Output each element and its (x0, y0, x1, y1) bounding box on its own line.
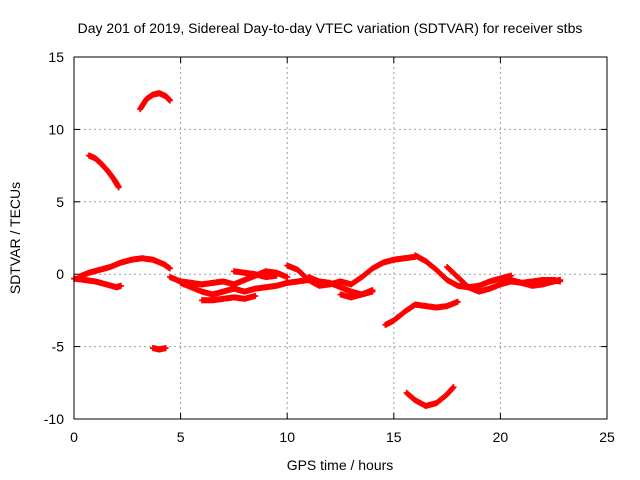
series-arc-10 (284, 253, 419, 289)
data-point (166, 97, 173, 104)
y-tick-labels: -10 -5 0 5 10 15 (44, 49, 64, 427)
data-point (450, 384, 457, 391)
y-tick-label: -5 (52, 339, 65, 355)
data-point (557, 276, 564, 283)
y-tick-label: 5 (56, 194, 64, 210)
series-arc-12 (337, 288, 376, 301)
points-layer (71, 90, 564, 409)
series-arc-7 (177, 276, 312, 298)
data-point (369, 288, 376, 295)
data-point (166, 265, 173, 272)
series-arc-2 (75, 255, 173, 281)
data-point (454, 298, 461, 305)
x-tick-label: 20 (493, 429, 509, 445)
series-arc-8 (198, 292, 259, 304)
x-tick-labels: 0 5 10 15 20 25 (70, 429, 615, 445)
x-axis-label: GPS time / hours (287, 457, 394, 473)
series-arc-6 (166, 268, 291, 288)
data-point (162, 345, 169, 352)
x-tick-label: 0 (70, 429, 78, 445)
y-tick-label: 15 (48, 49, 64, 65)
data-point (284, 274, 291, 281)
data-point (117, 282, 124, 289)
x-tick-label: 10 (279, 429, 295, 445)
series-arc-4 (137, 90, 173, 113)
chart-title: Day 201 of 2019, Sidereal Day-to-day VTE… (78, 20, 583, 36)
y-tick-label: -10 (44, 411, 64, 427)
series-arc-5 (149, 345, 169, 353)
x-tick-label: 15 (386, 429, 402, 445)
data-point (252, 292, 259, 299)
plot-frame (73, 56, 608, 420)
ticks-layer (73, 56, 608, 420)
x-tick-label: 25 (599, 429, 615, 445)
series-arc-9 (230, 268, 280, 281)
grid-layer (74, 57, 607, 419)
series-arc-3 (85, 152, 122, 191)
y-axis-label: SDTVAR / TECUs (7, 182, 23, 294)
series-arc-17 (403, 384, 457, 409)
data-point (273, 272, 280, 279)
y-tick-label: 0 (56, 266, 64, 282)
y-tick-label: 10 (48, 121, 64, 137)
series-arc-16 (382, 298, 461, 328)
series-arc-15 (497, 275, 564, 289)
x-tick-label: 5 (177, 429, 185, 445)
data-point (115, 184, 122, 191)
